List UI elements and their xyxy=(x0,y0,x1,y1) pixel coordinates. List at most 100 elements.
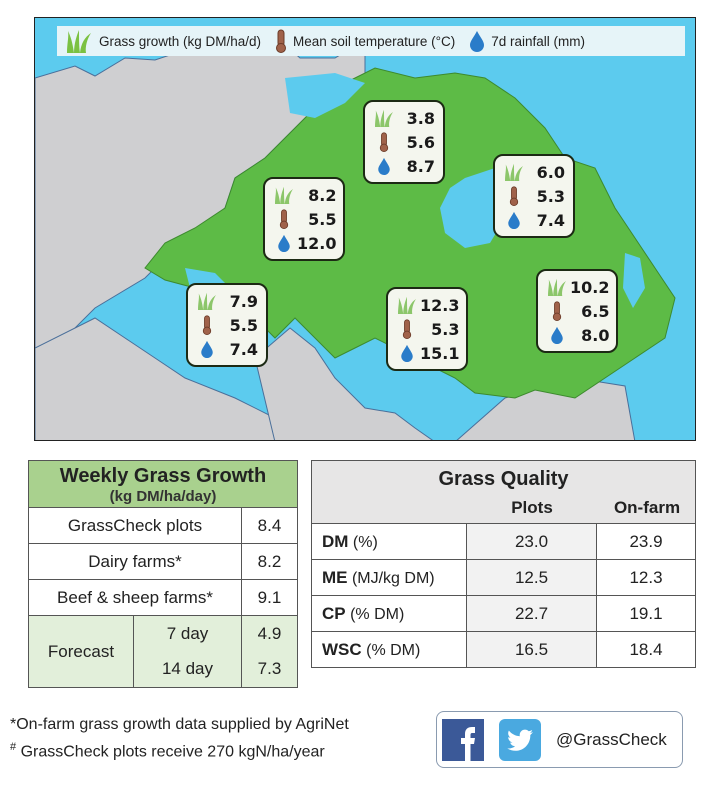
on-farm-value: 18.4 xyxy=(596,631,696,668)
station-growth-value: 6.0 xyxy=(536,162,565,182)
station-west: 7.9 5.5 7.4 xyxy=(186,283,268,367)
station-temp-value: 5.5 xyxy=(229,315,258,335)
station-east: 10.2 6.5 8.0 xyxy=(536,269,618,353)
table-row: ME (MJ/kg DM) 12.5 12.3 xyxy=(311,559,696,596)
table-row: DM (%) 23.0 23.9 xyxy=(311,523,696,560)
grass-icon xyxy=(544,278,570,296)
station-rain-value: 8.0 xyxy=(581,325,610,345)
grass-icon xyxy=(394,296,420,314)
growth-table-subtitle: (kg DM/ha/day) xyxy=(109,488,217,505)
station-rain-value: 15.1 xyxy=(420,343,460,363)
table-row: Dairy farms* 8.2 xyxy=(28,543,298,580)
table-row: Beef & sheep farms* 9.1 xyxy=(28,579,298,616)
station-rain-value: 7.4 xyxy=(536,210,565,230)
row-value: 9.1 xyxy=(241,579,298,616)
thermometer-icon xyxy=(371,132,397,152)
thermometer-icon xyxy=(194,315,220,335)
facebook-icon[interactable] xyxy=(442,718,484,761)
station-growth-value: 8.2 xyxy=(308,185,337,205)
legend-soil-temp: Mean soil temperature (°C) xyxy=(275,29,455,53)
station-north: 3.8 5.6 8.7 xyxy=(363,100,445,184)
station-north-east: 6.0 5.3 7.4 xyxy=(493,154,575,238)
footnote-agrinet: *On-farm grass growth data supplied by A… xyxy=(10,716,349,733)
quality-table-header: Grass Quality Plots On-farm xyxy=(311,460,696,524)
map-legend: Grass growth (kg DM/ha/d) Mean soil temp… xyxy=(57,26,685,56)
station-growth-value: 10.2 xyxy=(570,277,610,297)
on-farm-value: 19.1 xyxy=(596,595,696,632)
water-drop-icon xyxy=(469,30,485,52)
column-header-on-farm: On-farm xyxy=(613,498,681,517)
on-farm-value: 23.9 xyxy=(596,523,696,560)
station-rain-value: 8.7 xyxy=(406,156,435,176)
weekly-grass-growth-table: Weekly Grass Growth (kg DM/ha/day) Grass… xyxy=(28,460,298,688)
row-value: 8.2 xyxy=(241,543,298,580)
legend-rainfall-label: 7d rainfall (mm) xyxy=(491,33,586,49)
station-rain-value: 7.4 xyxy=(229,339,258,359)
station-north-west: 8.2 5.5 12.0 xyxy=(263,177,345,261)
thermometer-icon xyxy=(544,301,570,321)
row-label: DM (%) xyxy=(311,523,467,560)
social-handle[interactable]: @GrassCheck xyxy=(556,729,667,749)
forecast-value: 7.3 xyxy=(241,651,298,688)
on-farm-value: 12.3 xyxy=(596,559,696,596)
water-drop-icon xyxy=(271,234,297,252)
grass-icon xyxy=(271,186,297,204)
water-drop-icon xyxy=(194,340,220,358)
legend-grass-growth: Grass growth (kg DM/ha/d) xyxy=(65,29,261,53)
thermometer-icon xyxy=(394,319,420,339)
forecast-period: 7 day xyxy=(133,615,242,652)
station-temp-value: 5.6 xyxy=(406,132,435,152)
plots-value: 12.5 xyxy=(466,559,597,596)
plots-value: 22.7 xyxy=(466,595,597,632)
station-growth-value: 12.3 xyxy=(420,295,460,315)
grass-icon xyxy=(65,29,93,53)
water-drop-icon xyxy=(501,211,527,229)
row-value: 8.4 xyxy=(241,507,298,544)
twitter-icon[interactable] xyxy=(499,718,541,761)
station-temp-value: 5.3 xyxy=(536,186,565,206)
forecast-label: Forecast xyxy=(28,615,134,688)
water-drop-icon xyxy=(544,326,570,344)
station-growth-value: 7.9 xyxy=(229,291,258,311)
column-header-plots: Plots xyxy=(511,498,553,517)
station-rain-value: 12.0 xyxy=(297,233,337,253)
row-label: Beef & sheep farms* xyxy=(28,579,242,616)
forecast-value: 4.9 xyxy=(241,615,298,652)
grass-quality-table: Grass Quality Plots On-farm DM (%) 23.0 … xyxy=(311,460,696,668)
plots-value: 23.0 xyxy=(466,523,597,560)
station-temp-value: 5.3 xyxy=(431,319,460,339)
legend-rainfall: 7d rainfall (mm) xyxy=(469,30,585,52)
thermometer-icon xyxy=(271,209,297,229)
footnote-grasscheck-plots: # GrassCheck plots receive 270 kgN/ha/ye… xyxy=(10,741,325,761)
table-row: WSC (% DM) 16.5 18.4 xyxy=(311,631,696,668)
social-media-box: @GrassCheck xyxy=(436,711,683,768)
row-label: WSC (% DM) xyxy=(311,631,467,668)
forecast-period: 14 day xyxy=(133,651,242,688)
station-growth-value: 3.8 xyxy=(406,108,435,128)
table-row: GrassCheck plots 8.4 xyxy=(28,507,298,544)
grass-icon xyxy=(501,163,527,181)
water-drop-icon xyxy=(371,157,397,175)
thermometer-icon xyxy=(275,29,287,53)
station-temp-value: 5.5 xyxy=(308,209,337,229)
plots-value: 16.5 xyxy=(466,631,597,668)
grass-growth-map: Grass growth (kg DM/ha/d) Mean soil temp… xyxy=(34,17,696,441)
quality-table-title: Grass Quality xyxy=(438,468,569,490)
map-landmass xyxy=(35,37,676,440)
forecast-row: Forecast 7 day 4.9 xyxy=(28,615,298,688)
row-label: CP (% DM) xyxy=(311,595,467,632)
water-drop-icon xyxy=(394,344,420,362)
growth-table-title: Weekly Grass Growth xyxy=(59,465,267,487)
legend-grass-growth-label: Grass growth (kg DM/ha/d) xyxy=(99,33,262,49)
table-row: CP (% DM) 22.7 19.1 xyxy=(311,595,696,632)
grass-icon xyxy=(194,292,220,310)
grass-icon xyxy=(371,109,397,127)
station-centre-south: 12.3 5.3 15.1 xyxy=(386,287,468,371)
thermometer-icon xyxy=(501,186,527,206)
station-temp-value: 6.5 xyxy=(581,301,610,321)
growth-table-header: Weekly Grass Growth (kg DM/ha/day) xyxy=(28,460,298,508)
row-label: ME (MJ/kg DM) xyxy=(311,559,467,596)
legend-soil-temp-label: Mean soil temperature (°C) xyxy=(293,33,456,49)
row-label: GrassCheck plots xyxy=(28,507,242,544)
row-label: Dairy farms* xyxy=(28,543,242,580)
